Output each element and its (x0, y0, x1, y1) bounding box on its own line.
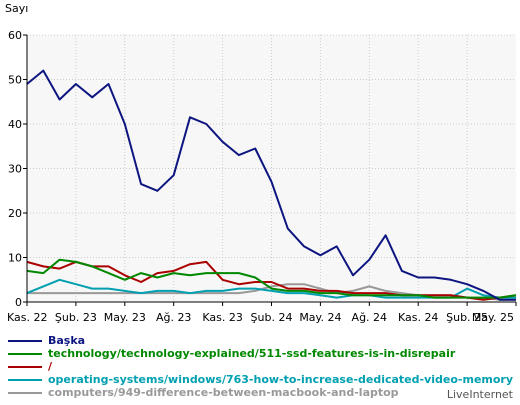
legend-label: computers/949-difference-between-macbook… (48, 386, 399, 399)
y-axis-label: Sayı (5, 2, 29, 15)
y-tick-label: 20 (8, 207, 22, 220)
legend: Başka technology/technology-explained/511… (8, 334, 520, 399)
plot-area (27, 35, 516, 302)
axes (26, 35, 516, 303)
x-tick-label: Kas. 23 (202, 311, 242, 324)
legend-label: / (48, 360, 53, 373)
x-tick-label: Ağ. 23 (156, 311, 192, 324)
x-tick-label: Kas. 22 (7, 311, 47, 324)
x-tick-label: Şub. 24 (251, 311, 293, 324)
grid-lines (23, 34, 517, 306)
x-tick-label: Ağ. 24 (352, 311, 388, 324)
series-line (26, 258, 517, 299)
x-tick-label: May. 25 (472, 311, 514, 324)
y-tick-label: 50 (8, 74, 22, 87)
legend-swatch (8, 379, 42, 381)
legend-label: operating-systems/windows/763-how-to-inc… (48, 373, 514, 386)
y-tick-label: 60 (8, 29, 22, 42)
legend-item: computers/949-difference-between-macbook… (8, 386, 520, 399)
legend-swatch (8, 366, 42, 368)
x-tick-labels: Kas. 22 Şub. 23 May. 23 Ağ. 23 Kas. 23 Şub. 2… (7, 311, 514, 324)
x-tick-label: Şub. 23 (55, 311, 97, 324)
legend-item: Başka (8, 334, 520, 347)
legend-item: technology/technology-explained/511-ssd-… (8, 347, 520, 360)
x-tick-label: May. 24 (299, 311, 341, 324)
legend-label: Başka (48, 334, 86, 347)
legend-item: operating-systems/windows/763-how-to-inc… (8, 373, 520, 386)
legend-swatch (8, 392, 42, 394)
x-tick-label: May. 23 (104, 311, 146, 324)
legend-label: technology/technology-explained/511-ssd-… (48, 347, 456, 360)
y-tick-label: 10 (8, 252, 22, 265)
line-chart: 0 10 20 30 40 50 60 Kas. 22 Şub. 23 May. 23 Ağ. 2… (7, 29, 517, 324)
y-tick-labels: 0 10 20 30 40 50 60 (8, 29, 22, 309)
footer-brand: LiveInternet (446, 388, 513, 401)
legend-swatch (8, 340, 42, 342)
series-lines (26, 69, 517, 301)
legend-swatch (8, 353, 42, 355)
y-tick-label: 40 (8, 118, 22, 131)
series-line (26, 260, 517, 301)
series-line (26, 69, 516, 301)
y-tick-label: 0 (15, 296, 22, 309)
y-tick-label: 30 (8, 163, 22, 176)
x-tick-label: Şub. 25 (446, 311, 488, 324)
legend-item: / (8, 360, 520, 373)
x-tick-label: Kas. 24 (398, 311, 438, 324)
